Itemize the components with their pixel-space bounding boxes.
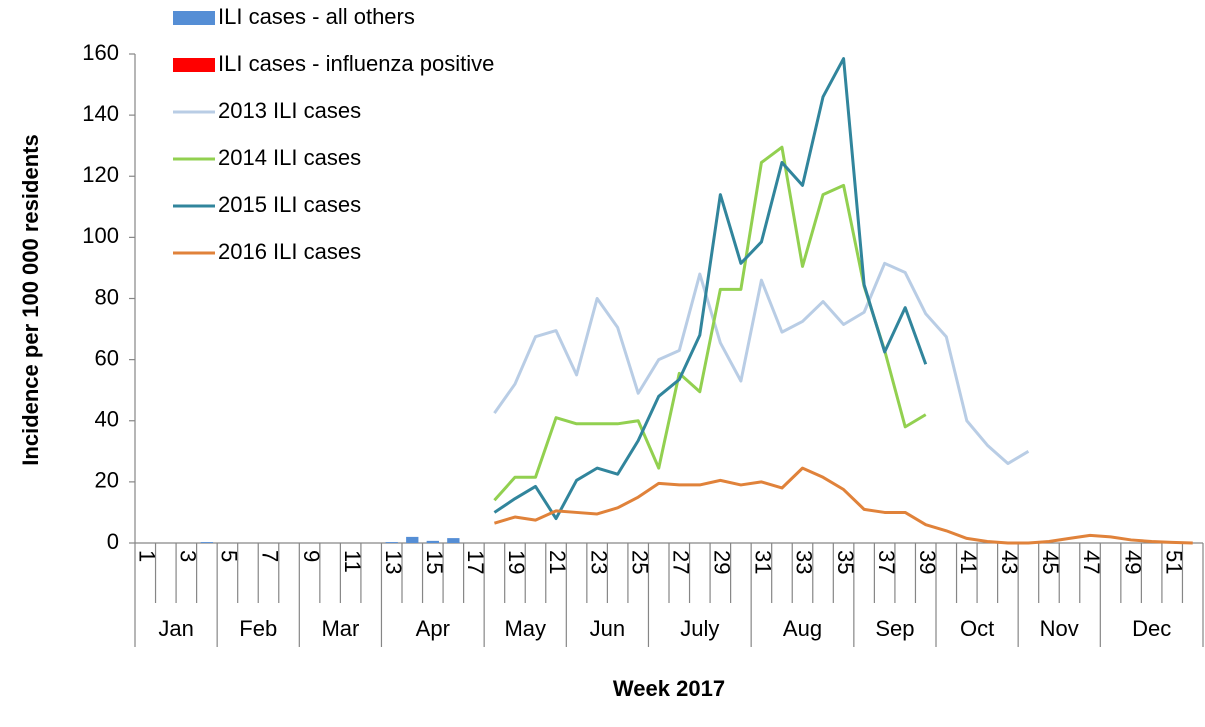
- month-label: Apr: [416, 616, 450, 641]
- x-axis-label: Week 2017: [613, 676, 725, 701]
- x-tick-label: 9: [299, 550, 324, 562]
- month-label: Feb: [239, 616, 277, 641]
- x-tick-label: 45: [1038, 550, 1063, 574]
- y-axis-label: Incidence per 100 000 residents: [18, 134, 43, 465]
- y-tick-label: 60: [95, 345, 119, 370]
- x-tick-label: 11: [340, 550, 365, 573]
- bar: [426, 540, 439, 543]
- legend-label: ILI cases - all others: [218, 4, 415, 29]
- line: [493, 145, 927, 502]
- month-label: Aug: [783, 616, 822, 641]
- x-tick-label: 51: [1161, 550, 1186, 574]
- x-tick-label: 19: [504, 550, 529, 574]
- x-tick-label: 37: [874, 550, 899, 574]
- legend-label: ILI cases - influenza positive: [218, 51, 494, 76]
- x-tick-label: 3: [176, 550, 201, 562]
- month-label: Sep: [875, 616, 914, 641]
- bar: [385, 542, 398, 543]
- y-tick-label: 100: [82, 223, 119, 248]
- x-tick-label: 23: [586, 550, 611, 574]
- line: [493, 261, 1030, 466]
- legend-swatch: [173, 11, 215, 25]
- x-tick-label: 33: [792, 550, 817, 574]
- x-tick-label: 25: [627, 550, 652, 574]
- month-label: May: [504, 616, 546, 641]
- x-tick-label: 17: [463, 550, 488, 574]
- x-tick-label: 35: [833, 550, 858, 574]
- month-label: Mar: [321, 616, 359, 641]
- y-tick-label: 80: [95, 284, 119, 309]
- line: [493, 57, 928, 521]
- legend-swatch: [173, 58, 215, 72]
- legend-label: 2014 ILI cases: [218, 145, 361, 170]
- y-tick-label: 20: [95, 468, 119, 493]
- y-tick-label: 40: [95, 407, 119, 432]
- month-label: Oct: [960, 616, 994, 641]
- x-tick-label: 7: [258, 550, 283, 562]
- x-tick-label: 21: [545, 550, 570, 574]
- y-tick-label: 0: [107, 529, 119, 554]
- month-label: Nov: [1040, 616, 1079, 641]
- x-tick-label: 43: [997, 550, 1022, 574]
- bar: [200, 542, 214, 543]
- legend-label: 2016 ILI cases: [218, 239, 361, 264]
- x-tick-label: 39: [915, 550, 940, 574]
- x-tick-label: 41: [956, 550, 981, 574]
- y-tick-label: 140: [82, 101, 119, 126]
- bar: [406, 536, 419, 543]
- month-label: July: [680, 616, 719, 641]
- bar: [447, 538, 460, 543]
- legend-label: 2013 ILI cases: [218, 98, 361, 123]
- x-tick-label: 15: [422, 550, 447, 574]
- y-tick-label: 160: [82, 40, 119, 65]
- x-tick-label: 49: [1120, 550, 1145, 574]
- month-label: Dec: [1132, 616, 1171, 641]
- month-label: Jun: [590, 616, 625, 641]
- x-tick-label: 5: [217, 550, 242, 562]
- x-tick-label: 27: [668, 550, 693, 574]
- x-tick-label: 47: [1079, 550, 1104, 574]
- month-label: Jan: [158, 616, 193, 641]
- legend-label: 2015 ILI cases: [218, 192, 361, 217]
- y-tick-label: 120: [82, 162, 119, 187]
- x-tick-label: 31: [751, 550, 776, 574]
- x-tick-label: 13: [381, 550, 406, 574]
- x-tick-label: 1: [134, 550, 159, 562]
- x-tick-label: 29: [710, 550, 735, 574]
- line: [493, 466, 1193, 545]
